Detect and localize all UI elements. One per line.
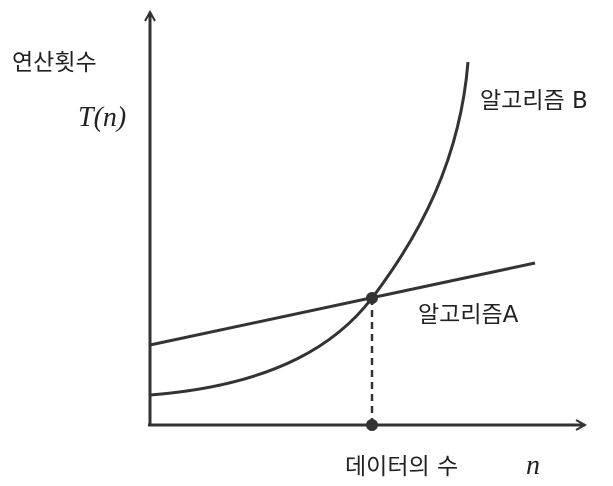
- y-axis-symbol: T(n): [78, 102, 126, 133]
- curve-label: 알고리즘A: [418, 302, 519, 328]
- y-axis-label: 연산횟수: [12, 50, 97, 76]
- algorithm-a-line: [149, 261, 536, 347]
- algorithm-b-curve: [149, 61, 470, 397]
- x-axis-symbol: n: [526, 450, 540, 481]
- intersection-point: [366, 292, 378, 304]
- x-point: [366, 419, 378, 431]
- curve-label: 알고리즘 B: [480, 88, 588, 114]
- x-axis-label: 데이터의 수: [345, 454, 458, 480]
